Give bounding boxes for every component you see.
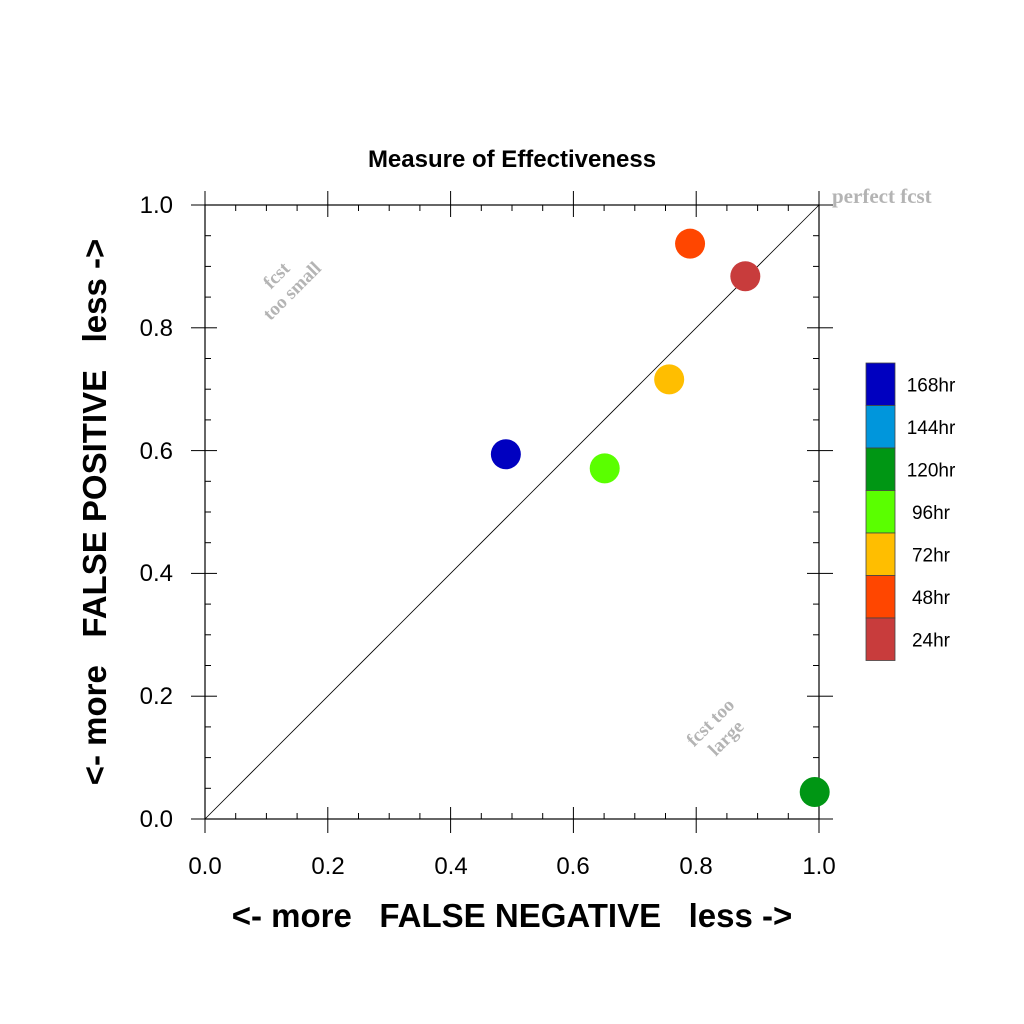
data-point-120hr <box>799 776 830 807</box>
x-axis-label: <- more FALSE NEGATIVE less -> <box>232 897 793 934</box>
x-tick-label: 0.6 <box>556 853 589 880</box>
data-point-72hr <box>654 364 685 395</box>
legend-label: 120hr <box>907 460 956 481</box>
legend-swatch-168hr <box>865 362 896 406</box>
legend-swatch-120hr <box>865 447 896 491</box>
y-tick-label: 0.0 <box>140 806 173 833</box>
legend-swatch-96hr <box>865 490 896 534</box>
perfect-forecast-diagonal <box>204 204 820 820</box>
y-tick-label: 0.4 <box>140 560 173 587</box>
y-axis-label: <- more FALSE POSITIVE less -> <box>76 239 113 786</box>
fcst-too-small-annotation: fcst too small <box>259 258 326 325</box>
fcst-too-large-annotation: fcst too large <box>683 695 749 761</box>
x-tick-label: 1.0 <box>802 853 835 880</box>
y-tick-label: 0.8 <box>140 315 173 342</box>
y-tick-labels: 0.0 0.2 0.4 0.6 0.8 1.0 <box>140 192 173 833</box>
legend-label: 24hr <box>912 630 951 651</box>
x-tick-label: 0.2 <box>311 853 344 880</box>
legend-swatch-144hr <box>865 405 896 449</box>
legend-label: 144hr <box>907 418 956 439</box>
x-tick-label: 0.4 <box>434 853 467 880</box>
perfect-forecast-label: perfect fcst <box>832 184 932 208</box>
x-tick-labels: 0.0 0.2 0.4 0.6 0.8 1.0 <box>188 853 835 880</box>
data-point-96hr <box>589 453 620 484</box>
data-points <box>490 228 830 807</box>
axis-ticks <box>191 191 833 833</box>
chart-title: Measure of Effectiveness <box>368 146 656 173</box>
legend-label: 168hr <box>907 375 956 396</box>
legend-swatch-72hr <box>865 532 896 576</box>
legend-swatch-48hr <box>865 575 896 619</box>
data-point-48hr <box>675 228 706 259</box>
legend-label: 72hr <box>912 545 951 566</box>
legend-label: 96hr <box>912 503 951 524</box>
y-tick-label: 0.2 <box>140 683 173 710</box>
y-tick-label: 0.6 <box>140 438 173 465</box>
x-tick-label: 0.8 <box>679 853 712 880</box>
legend: 168hr 144hr 120hr 96hr 72hr 48hr 24hr <box>865 362 956 661</box>
y-tick-label: 1.0 <box>140 192 173 219</box>
legend-swatch-24hr <box>865 617 896 661</box>
data-point-24hr <box>730 261 761 292</box>
legend-label: 48hr <box>912 588 951 609</box>
data-point-168hr <box>490 439 521 470</box>
x-tick-label: 0.0 <box>188 853 221 880</box>
